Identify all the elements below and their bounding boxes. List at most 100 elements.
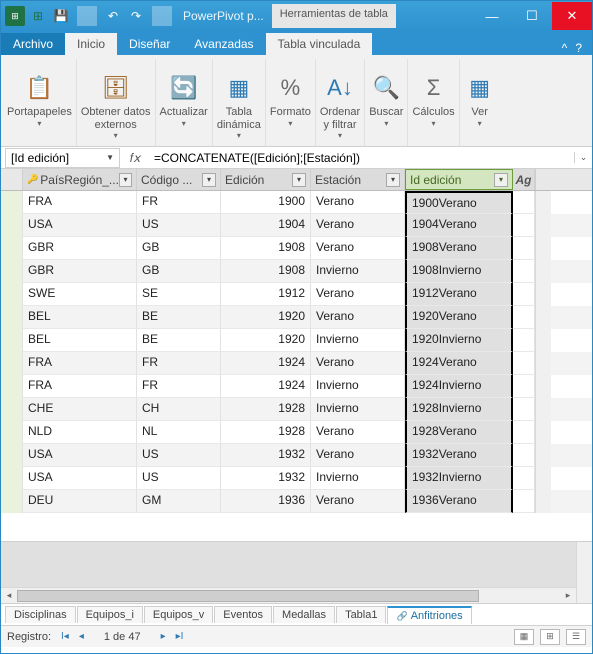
ribbon-find[interactable]: 🔍 Buscar▾ xyxy=(365,59,408,146)
view-hidden-button[interactable]: ☰ xyxy=(566,629,586,645)
row-header[interactable] xyxy=(1,237,23,260)
cell-pais[interactable]: FRA xyxy=(23,352,137,375)
row-header[interactable] xyxy=(1,306,23,329)
view-diagram-button[interactable]: ⊞ xyxy=(540,629,560,645)
tab-advanced[interactable]: Avanzadas xyxy=(182,33,265,55)
ribbon-view[interactable]: ▦ Ver▾ xyxy=(460,59,500,146)
cell-codigo[interactable]: SE xyxy=(137,283,221,306)
cell-pais[interactable]: BEL xyxy=(23,329,137,352)
scroll-right-button[interactable]: ▸ xyxy=(560,588,576,603)
cell-codigo[interactable]: CH xyxy=(137,398,221,421)
prev-record-button[interactable]: ◂ xyxy=(79,631,84,642)
cell-add[interactable] xyxy=(513,421,535,444)
tab-design[interactable]: Diseñar xyxy=(117,33,182,55)
ribbon-format[interactable]: % Formato▾ xyxy=(266,59,316,146)
table-row[interactable]: FRAFR1924Verano1924Verano xyxy=(1,352,592,375)
filter-dropdown-icon[interactable]: ▾ xyxy=(202,173,216,187)
formula-input[interactable] xyxy=(150,148,574,168)
row-header[interactable] xyxy=(1,398,23,421)
ribbon-sort-filter[interactable]: A↓ Ordenar y filtrar▾ xyxy=(316,59,365,146)
tab-file[interactable]: Archivo xyxy=(1,33,65,55)
table-row[interactable]: GBRGB1908Verano1908Verano xyxy=(1,237,592,260)
cell-edicion[interactable]: 1908 xyxy=(221,260,311,283)
next-record-button[interactable]: ▸ xyxy=(161,631,166,642)
cell-estacion[interactable]: Invierno xyxy=(311,260,405,283)
cell-codigo[interactable]: GM xyxy=(137,490,221,513)
data-grid[interactable]: FRAFR1900Verano1900VeranoUSAUS1904Verano… xyxy=(1,191,592,541)
cell-add[interactable] xyxy=(513,375,535,398)
cell-codigo[interactable]: FR xyxy=(137,352,221,375)
cell-estacion[interactable]: Verano xyxy=(311,237,405,260)
cell-codigo[interactable]: US xyxy=(137,467,221,490)
ribbon-refresh[interactable]: 🔄 Actualizar▾ xyxy=(156,59,213,146)
cell-edicion[interactable]: 1932 xyxy=(221,444,311,467)
cell-pais[interactable]: USA xyxy=(23,467,137,490)
table-row[interactable]: CHECH1928Invierno1928Invierno xyxy=(1,398,592,421)
cell-add[interactable] xyxy=(513,191,535,214)
cell-codigo[interactable]: GB xyxy=(137,237,221,260)
redo-icon[interactable]: ↷ xyxy=(126,6,146,26)
filter-dropdown-icon[interactable]: ▾ xyxy=(386,173,400,187)
ribbon-pivot-table[interactable]: ▦ Tabla dinámica▾ xyxy=(213,59,266,146)
cell-pais[interactable]: USA xyxy=(23,444,137,467)
cell-add[interactable] xyxy=(513,237,535,260)
cell-edicion[interactable]: 1936 xyxy=(221,490,311,513)
cell-codigo[interactable]: NL xyxy=(137,421,221,444)
cell-estacion[interactable]: Invierno xyxy=(311,375,405,398)
cell-pais[interactable]: SWE xyxy=(23,283,137,306)
help-button[interactable]: ? xyxy=(575,41,582,55)
scroll-thumb[interactable] xyxy=(17,590,479,602)
cell-add[interactable] xyxy=(513,306,535,329)
cell-id-edicion[interactable]: 1928Verano xyxy=(405,421,513,444)
ribbon-calculations[interactable]: Σ Cálculos▾ xyxy=(408,59,459,146)
cell-edicion[interactable]: 1904 xyxy=(221,214,311,237)
sheet-tab[interactable]: Tabla1 xyxy=(336,606,386,623)
sheet-tab[interactable]: Eventos xyxy=(214,606,272,623)
cell-id-edicion[interactable]: 1936Verano xyxy=(405,490,513,513)
table-row[interactable]: NLDNL1928Verano1928Verano xyxy=(1,421,592,444)
horizontal-scrollbar[interactable]: ◂ ▸ xyxy=(1,587,576,603)
excel-icon[interactable]: ⊞ xyxy=(28,6,48,26)
first-record-button[interactable]: I◂ xyxy=(61,631,69,642)
row-header[interactable] xyxy=(1,260,23,283)
cell-id-edicion[interactable]: 1928Invierno xyxy=(405,398,513,421)
sheet-tab[interactable]: Medallas xyxy=(273,606,335,623)
cell-codigo[interactable]: US xyxy=(137,214,221,237)
column-header-codigo[interactable]: Código ... ▾ xyxy=(137,169,221,190)
cell-estacion[interactable]: Invierno xyxy=(311,329,405,352)
cell-estacion[interactable]: Verano xyxy=(311,490,405,513)
cell-id-edicion[interactable]: 1912Verano xyxy=(405,283,513,306)
add-column-header[interactable]: Ag xyxy=(513,169,535,190)
undo-icon[interactable]: ↶ xyxy=(103,6,123,26)
cell-pais[interactable]: NLD xyxy=(23,421,137,444)
cell-id-edicion[interactable]: 1920Invierno xyxy=(405,329,513,352)
cell-estacion[interactable]: Verano xyxy=(311,191,405,214)
row-header[interactable] xyxy=(1,444,23,467)
sheet-tab[interactable]: Equipos_v xyxy=(144,606,213,623)
sheet-tab[interactable]: Disciplinas xyxy=(5,606,76,623)
cell-edicion[interactable]: 1908 xyxy=(221,237,311,260)
cell-id-edicion[interactable]: 1908Verano xyxy=(405,237,513,260)
tab-home[interactable]: Inicio xyxy=(65,33,117,55)
table-row[interactable]: USAUS1904Verano1904Verano xyxy=(1,214,592,237)
row-header[interactable] xyxy=(1,352,23,375)
row-header[interactable] xyxy=(1,214,23,237)
cell-add[interactable] xyxy=(513,214,535,237)
cell-edicion[interactable]: 1924 xyxy=(221,352,311,375)
cell-estacion[interactable]: Verano xyxy=(311,352,405,375)
sheet-tab[interactable]: 🔗Anfitriones xyxy=(387,606,471,624)
cell-id-edicion[interactable]: 1932Verano xyxy=(405,444,513,467)
cell-id-edicion[interactable]: 1900Verano xyxy=(405,191,513,214)
cell-edicion[interactable]: 1924 xyxy=(221,375,311,398)
cell-id-edicion[interactable]: 1924Invierno xyxy=(405,375,513,398)
maximize-button[interactable]: ☐ xyxy=(512,2,552,30)
cell-codigo[interactable]: FR xyxy=(137,375,221,398)
cell-id-edicion[interactable]: 1924Verano xyxy=(405,352,513,375)
cell-id-edicion[interactable]: 1920Verano xyxy=(405,306,513,329)
cell-pais[interactable]: FRA xyxy=(23,375,137,398)
cell-estacion[interactable]: Invierno xyxy=(311,467,405,490)
scroll-left-button[interactable]: ◂ xyxy=(1,588,17,603)
name-box[interactable]: [Id edición]▼ xyxy=(5,148,120,168)
table-row[interactable]: DEUGM1936Verano1936Verano xyxy=(1,490,592,513)
cell-estacion[interactable]: Verano xyxy=(311,444,405,467)
